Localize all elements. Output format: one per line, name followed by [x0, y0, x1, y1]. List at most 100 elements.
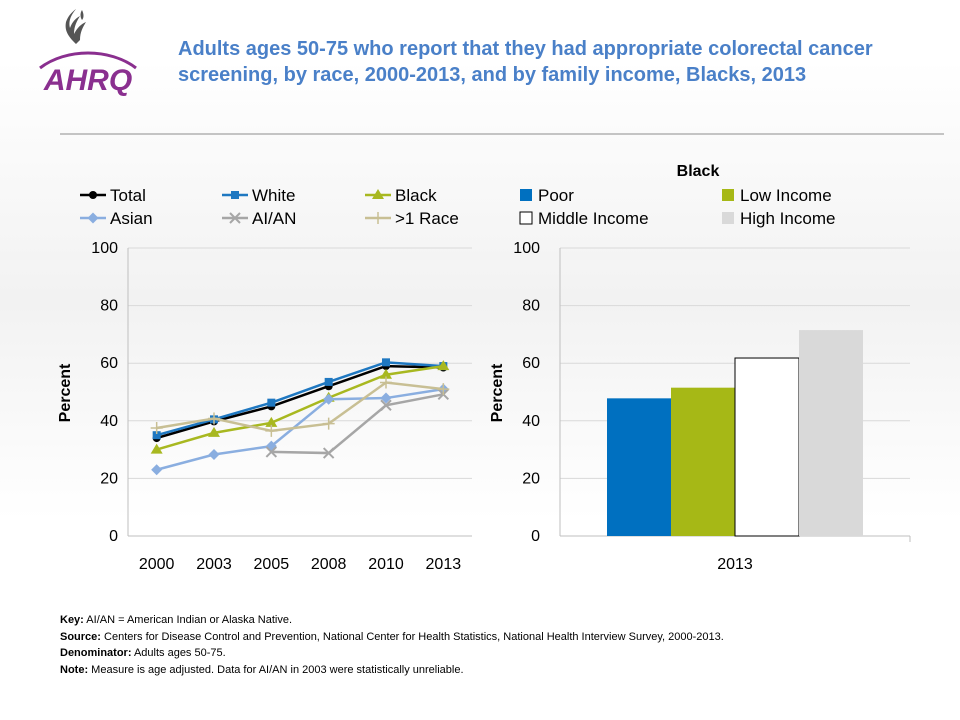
series-line-total: [156, 364, 444, 440]
legend-label: Middle Income: [538, 209, 649, 228]
legend-marker: [231, 191, 239, 199]
line-xtick-label: 2000: [139, 556, 175, 573]
data-point-1-race: [437, 383, 450, 396]
series-line-ai-an: [271, 393, 444, 455]
bar-ytick-label: 60: [522, 355, 540, 372]
title-divider: [60, 133, 944, 135]
line-ytick-label: 100: [91, 240, 118, 257]
data-point-white: [324, 377, 333, 386]
legend-label: AI/AN: [252, 209, 296, 228]
footnote-denominator: Denominator: Adults ages 50-75.: [60, 645, 940, 662]
bar-ytick-label: 100: [513, 240, 540, 257]
data-point-1-race: [380, 376, 392, 389]
data-point-ai-an: [265, 446, 278, 458]
line-chart-ylabel: Percent: [57, 363, 74, 422]
data-point-white: [382, 358, 390, 367]
legend-item-high-income: High Income: [722, 209, 835, 228]
legend-label: >1 Race: [395, 209, 459, 228]
data-point-white: [152, 431, 161, 440]
data-point-1-race: [208, 412, 220, 425]
legend-label: Asian: [110, 209, 153, 228]
ahrq-logo-text: AHRQ: [43, 64, 132, 97]
footnote-denominator-label: Denominator:: [60, 647, 132, 659]
line-xtick-label: 2003: [196, 556, 232, 573]
footnote-note-label: Note:: [60, 663, 89, 676]
legend-label: White: [252, 186, 295, 205]
line-ytick-label: 0: [109, 528, 118, 545]
bar-ytick-label: 0: [531, 528, 540, 545]
bar-middle-income: [734, 357, 800, 537]
legend-swatch: [722, 212, 734, 224]
footnote-denominator-text: Adults ages 50-75.: [133, 647, 226, 659]
legend-item-1-race: >1 Race: [365, 209, 459, 228]
data-point-asian: [208, 448, 220, 460]
legend-swatch: [722, 189, 734, 201]
line-ytick-label: 60: [100, 355, 118, 372]
legend-marker: [89, 191, 97, 199]
legend-item-middle-income: Middle Income: [519, 209, 649, 228]
legend-item-low-income: Low Income: [722, 186, 832, 205]
bar-low-income: [671, 387, 735, 536]
line-ytick-label: 80: [100, 298, 118, 315]
page-title: Adults ages 50-75 who report that they h…: [178, 38, 873, 86]
bar-chart-title: Black: [677, 163, 720, 180]
data-point-black: [437, 360, 450, 371]
data-point-asian: [380, 392, 392, 404]
data-point-ai-an: [380, 399, 392, 411]
data-point-asian: [151, 464, 163, 476]
legend-swatch: [520, 189, 532, 201]
bar-ytick-label: 20: [522, 470, 540, 487]
legend-marker: [372, 212, 384, 224]
data-point-black: [150, 443, 163, 454]
line-ytick-label: 40: [100, 413, 118, 430]
footnote-note: Note: Measure is age adjusted. Data for …: [60, 662, 940, 679]
footnote-source-label: Source:: [60, 630, 101, 643]
series-line-white: [156, 361, 444, 437]
legend-marker: [372, 189, 384, 199]
legend-label: Black: [395, 186, 437, 205]
line-xtick-label: 2008: [311, 556, 347, 573]
bar-poor: [607, 398, 671, 536]
line-xtick-label: 2013: [426, 556, 462, 573]
footnote-source: Source: Centers for Disease Control and …: [60, 629, 940, 646]
charts-canvas: Black Total White Black Asian AI/AN >1 Race P…: [57, 163, 911, 573]
data-point-1-race: [322, 417, 335, 430]
bar-ytick-label: 40: [522, 413, 540, 430]
bar-chart-legend: Poor Low Income Middle Income High Income: [519, 186, 835, 228]
data-point-asian: [323, 393, 335, 405]
series-line-1-race: [156, 381, 444, 433]
legend-item-poor: Poor: [520, 186, 574, 205]
footnotes: Key: AI/AN = American Indian or Alaska N…: [60, 612, 940, 678]
line-xtick-label: 2005: [254, 556, 290, 573]
legend-label: Low Income: [740, 186, 832, 205]
footnote-note-text: Measure is age adjusted. Data for AI/AN …: [91, 663, 464, 676]
legend-marker: [229, 212, 241, 224]
footnote-key-text: AI/AN = American Indian or Alaska Native…: [86, 614, 293, 626]
bar-high-income: [799, 330, 863, 536]
line-xtick-label: 2010: [368, 556, 404, 573]
footnote-source-text: Centers for Disease Control and Preventi…: [104, 630, 724, 643]
data-point-black: [265, 416, 278, 427]
series-ai-an: [265, 388, 450, 459]
footnote-key: Key: AI/AN = American Indian or Alaska N…: [60, 612, 940, 629]
legend-item-ai-an: AI/AN: [222, 209, 296, 228]
line-chart: 0 20 40 60 80 100 2000 2003 2005 2008 2010 2013 Pe…: [57, 240, 472, 573]
legend-label: Poor: [538, 186, 574, 205]
bar-ytick-label: 80: [522, 298, 540, 315]
series-black: [150, 360, 450, 454]
data-point-1-race: [265, 424, 278, 437]
bar-xtick-label: 2013: [717, 556, 753, 573]
data-point-1-race: [150, 422, 163, 434]
legend-item-black: Black: [365, 186, 437, 205]
data-point-ai-an: [322, 447, 335, 459]
legend-item-asian: Asian: [80, 209, 153, 228]
legend-label: High Income: [740, 209, 835, 228]
legend-marker: [87, 212, 99, 224]
data-point-black: [380, 368, 392, 379]
series-line-black: [156, 364, 444, 451]
legend-label: Total: [110, 186, 146, 205]
legend-item-white: White: [222, 186, 295, 205]
series-line-asian: [156, 387, 444, 471]
bar-chart: 0 20 40 60 80 100 2013 Percent: [489, 240, 911, 573]
data-point-black: [208, 426, 220, 437]
